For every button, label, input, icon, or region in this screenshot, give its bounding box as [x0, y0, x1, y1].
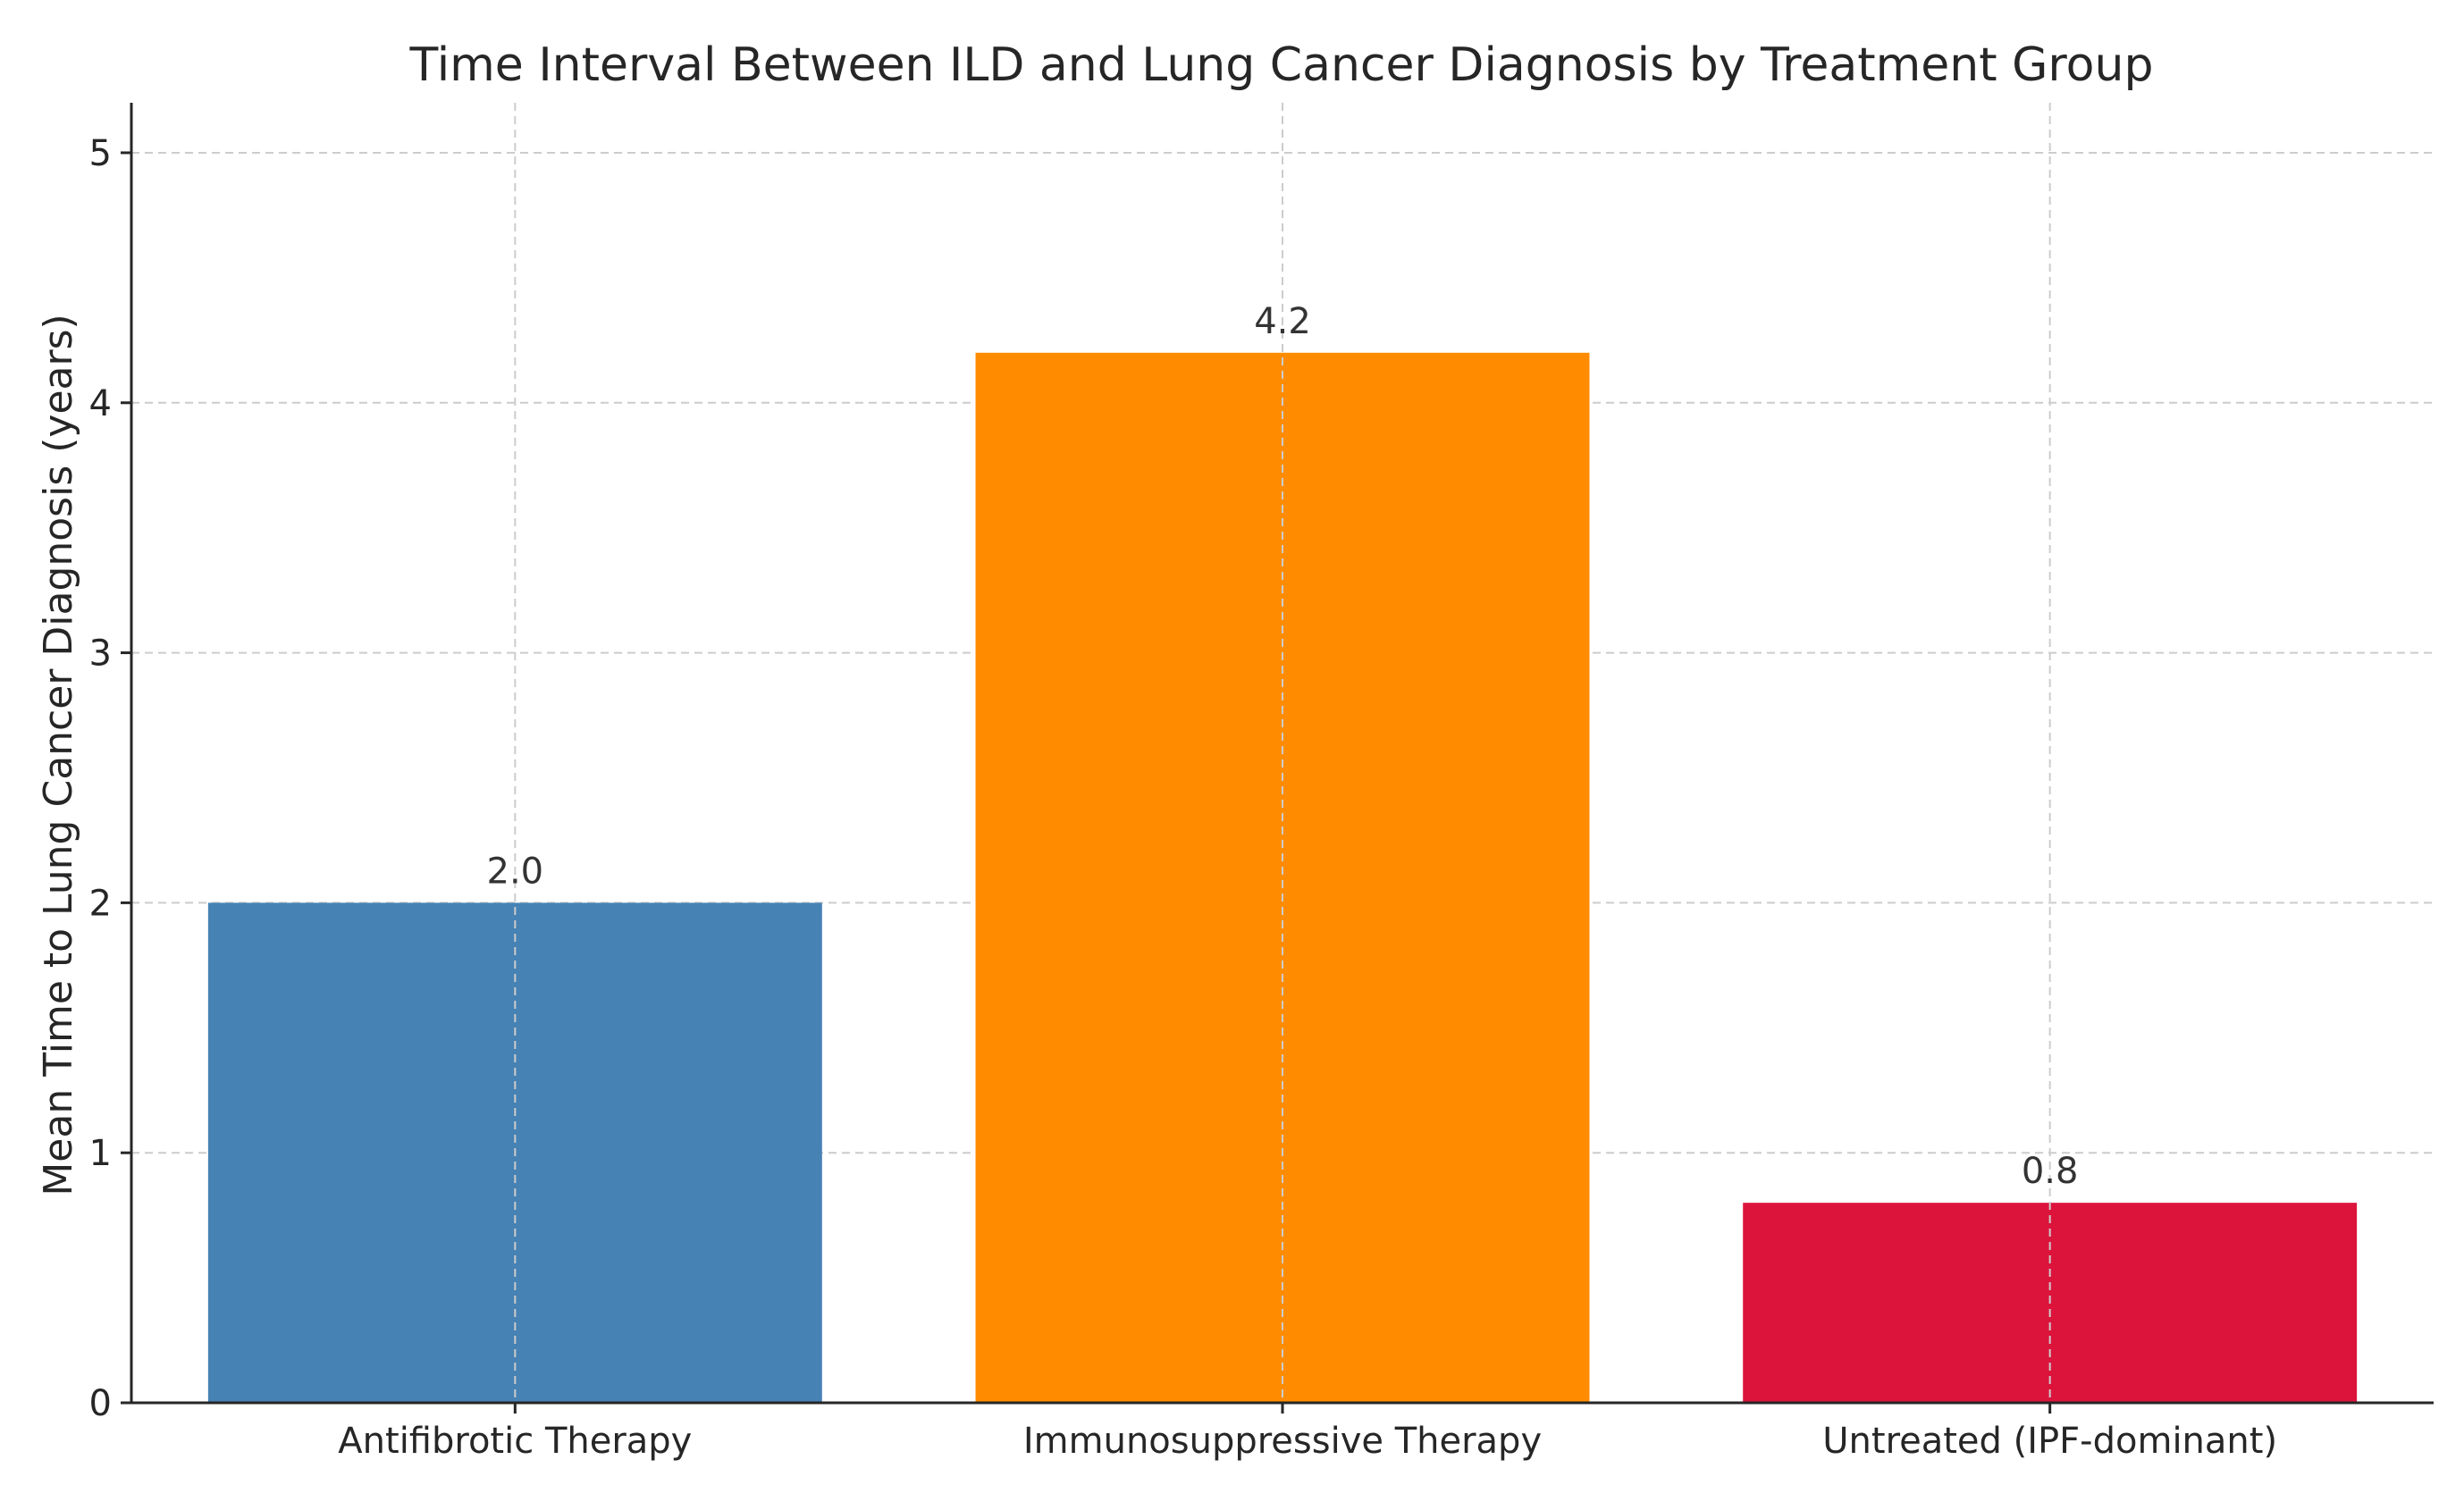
y-tick-label: 2	[89, 883, 112, 924]
tick-labels: 0 1 2 3 4 5 Antifibrotic Therapy Immunosuppress…	[89, 133, 2278, 1462]
vertical-grid-lines	[514, 103, 2051, 1403]
axes	[121, 103, 2434, 1414]
y-tick-label: 0	[89, 1383, 112, 1424]
chart-title: Time Interval Between ILD and Lung Cance…	[409, 38, 2154, 92]
y-tick-label: 5	[89, 133, 112, 174]
bar-value-label: 0.8	[2022, 1151, 2079, 1192]
y-tick-label: 4	[89, 383, 112, 424]
x-tick-label: Untreated (IPF-dominant)	[1822, 1421, 2277, 1462]
bar-value-label: 2.0	[487, 851, 544, 892]
y-tick-label: 1	[89, 1133, 112, 1174]
bar-value-label: 4.2	[1254, 301, 1311, 342]
y-tick-label: 3	[89, 633, 112, 675]
x-tick-label: Antifibrotic Therapy	[338, 1421, 692, 1462]
bar-2	[975, 352, 1590, 1404]
y-axis-label: Mean Time to Lung Cancer Diagnosis (year…	[36, 314, 81, 1196]
bar-value-labels: 2.0 4.2 0.8	[487, 301, 2079, 1192]
x-tick-label: Immunosuppressive Therapy	[1023, 1421, 1542, 1462]
